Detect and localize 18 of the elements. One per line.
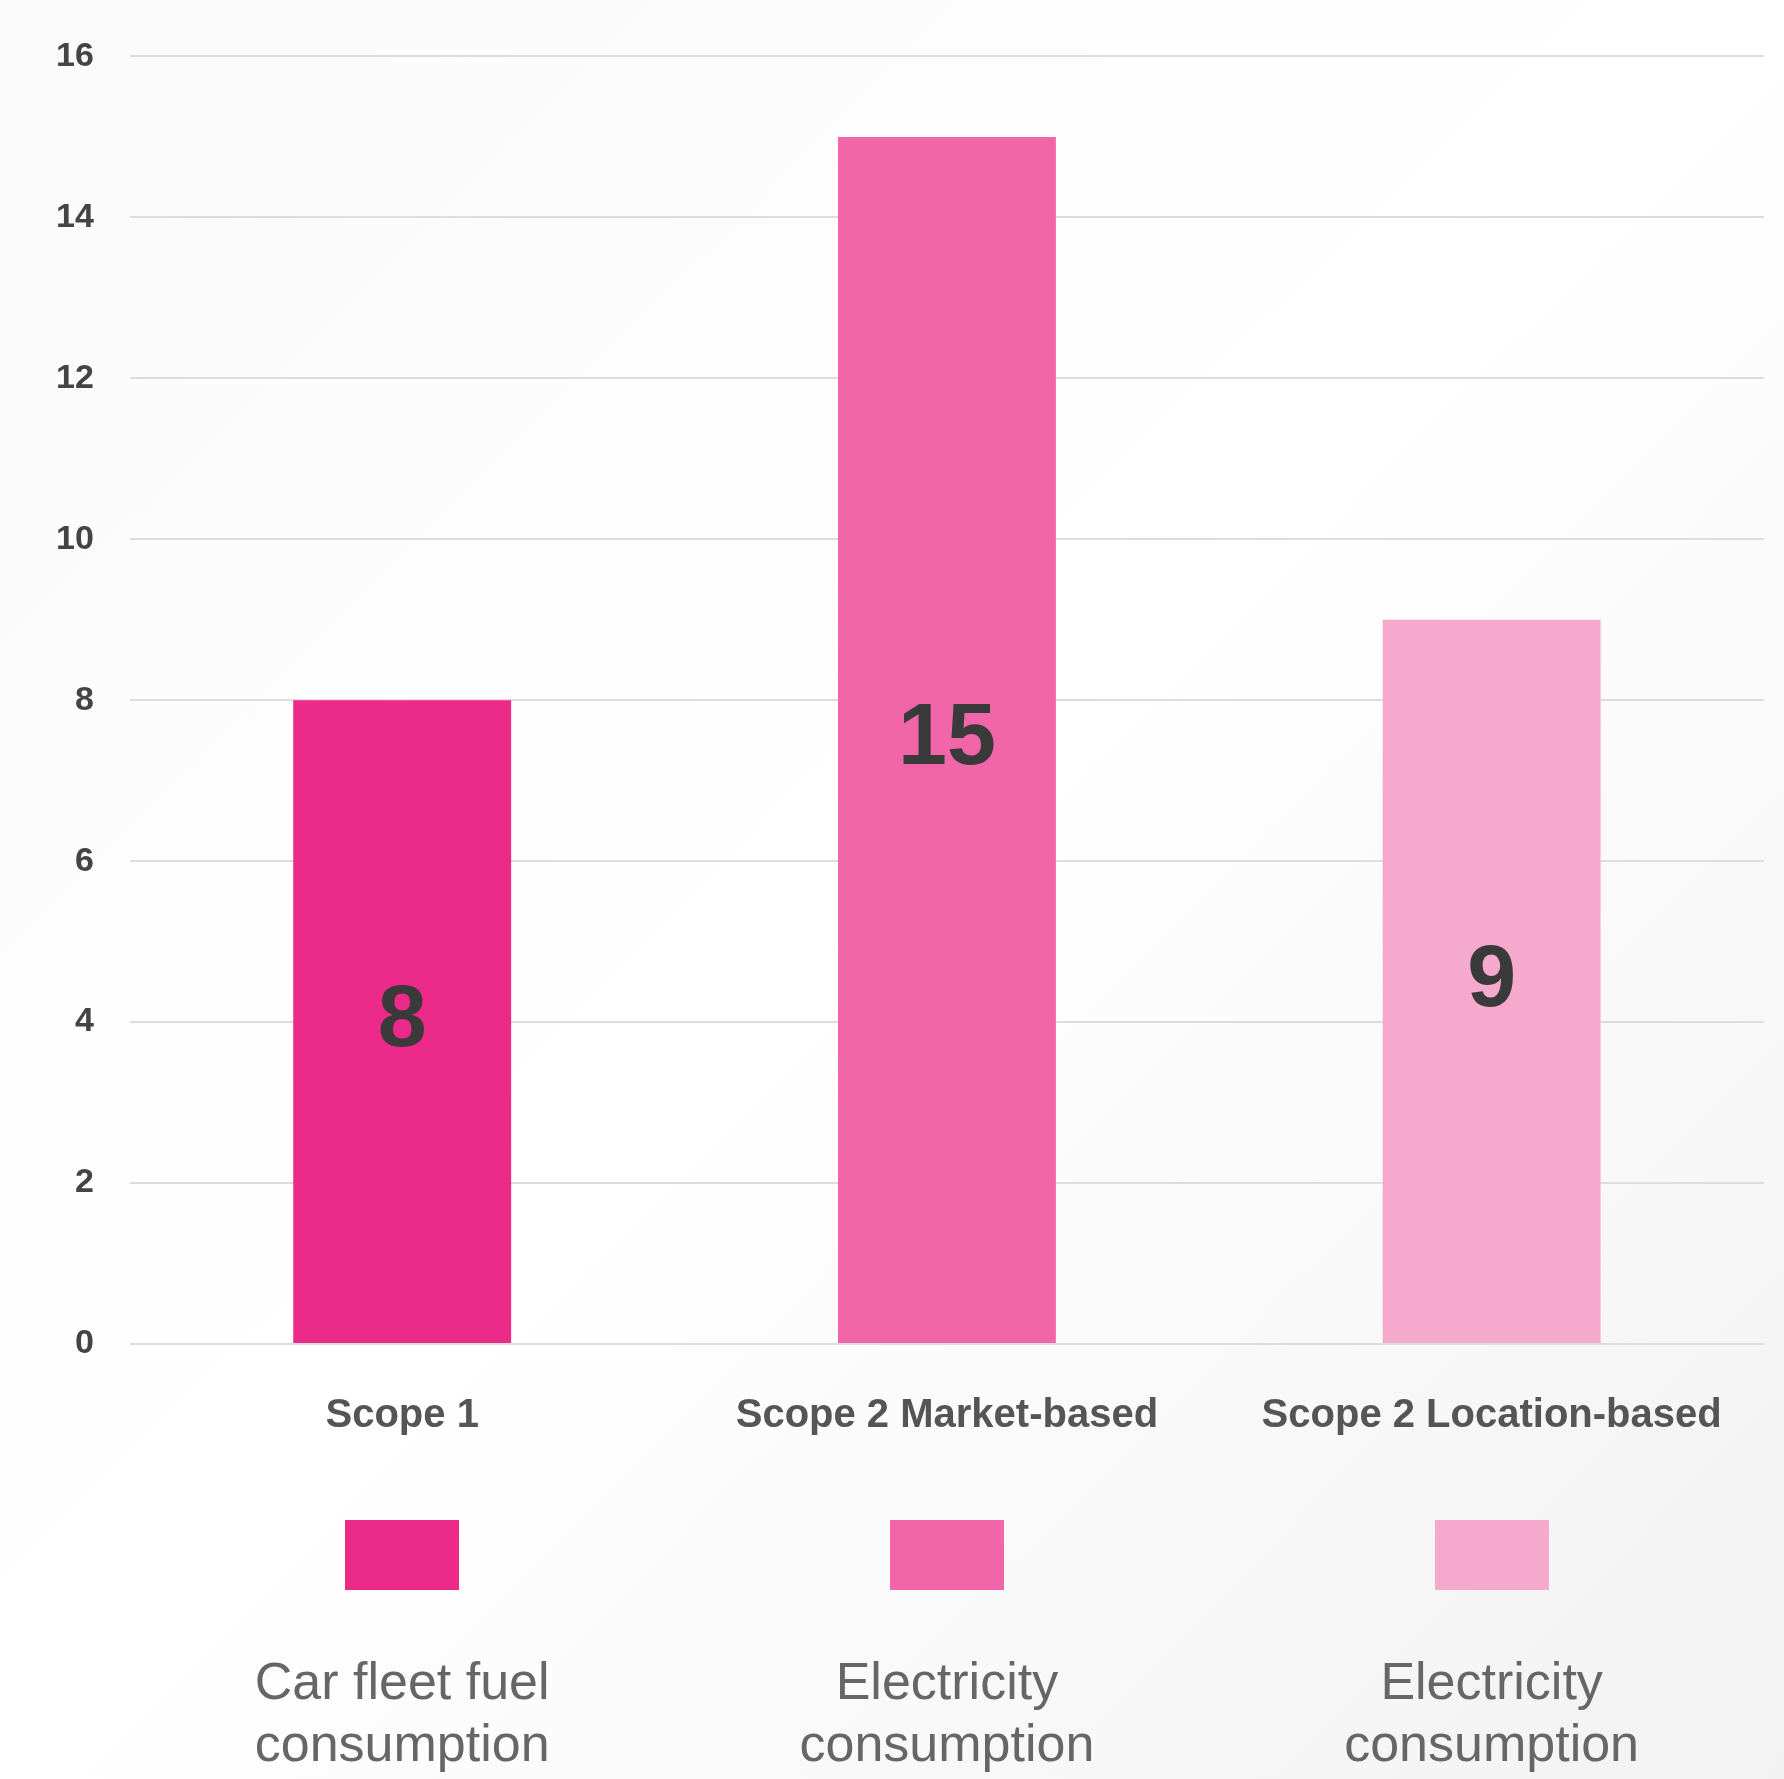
data-label: 15 [897,684,996,784]
y-tick-label: 2 [74,1161,94,1200]
y-tick-label: 4 [74,1000,94,1039]
y-tick-label: 0 [74,1322,94,1361]
x-tick-label: Scope 2 Location-based [1261,1391,1722,1436]
y-tick-label: 14 [55,195,94,234]
y-tick-label: 12 [55,356,94,395]
x-tick-label: Scope 2 Market-based [735,1391,1159,1436]
legend-label: Electricity consumption [798,1651,1096,1774]
data-label: 8 [377,965,427,1065]
legend-label: Car fleet fuel consumption [253,1651,551,1774]
legend-label: Electricity consumption [1343,1651,1641,1774]
x-tick-label: Scope 1 [325,1391,479,1436]
y-tick-label: 10 [55,517,94,556]
data-label: 9 [1467,925,1517,1025]
y-tick-label: 6 [74,839,94,878]
y-tick-label: 16 [55,34,94,73]
y-tick-label: 8 [74,678,94,717]
